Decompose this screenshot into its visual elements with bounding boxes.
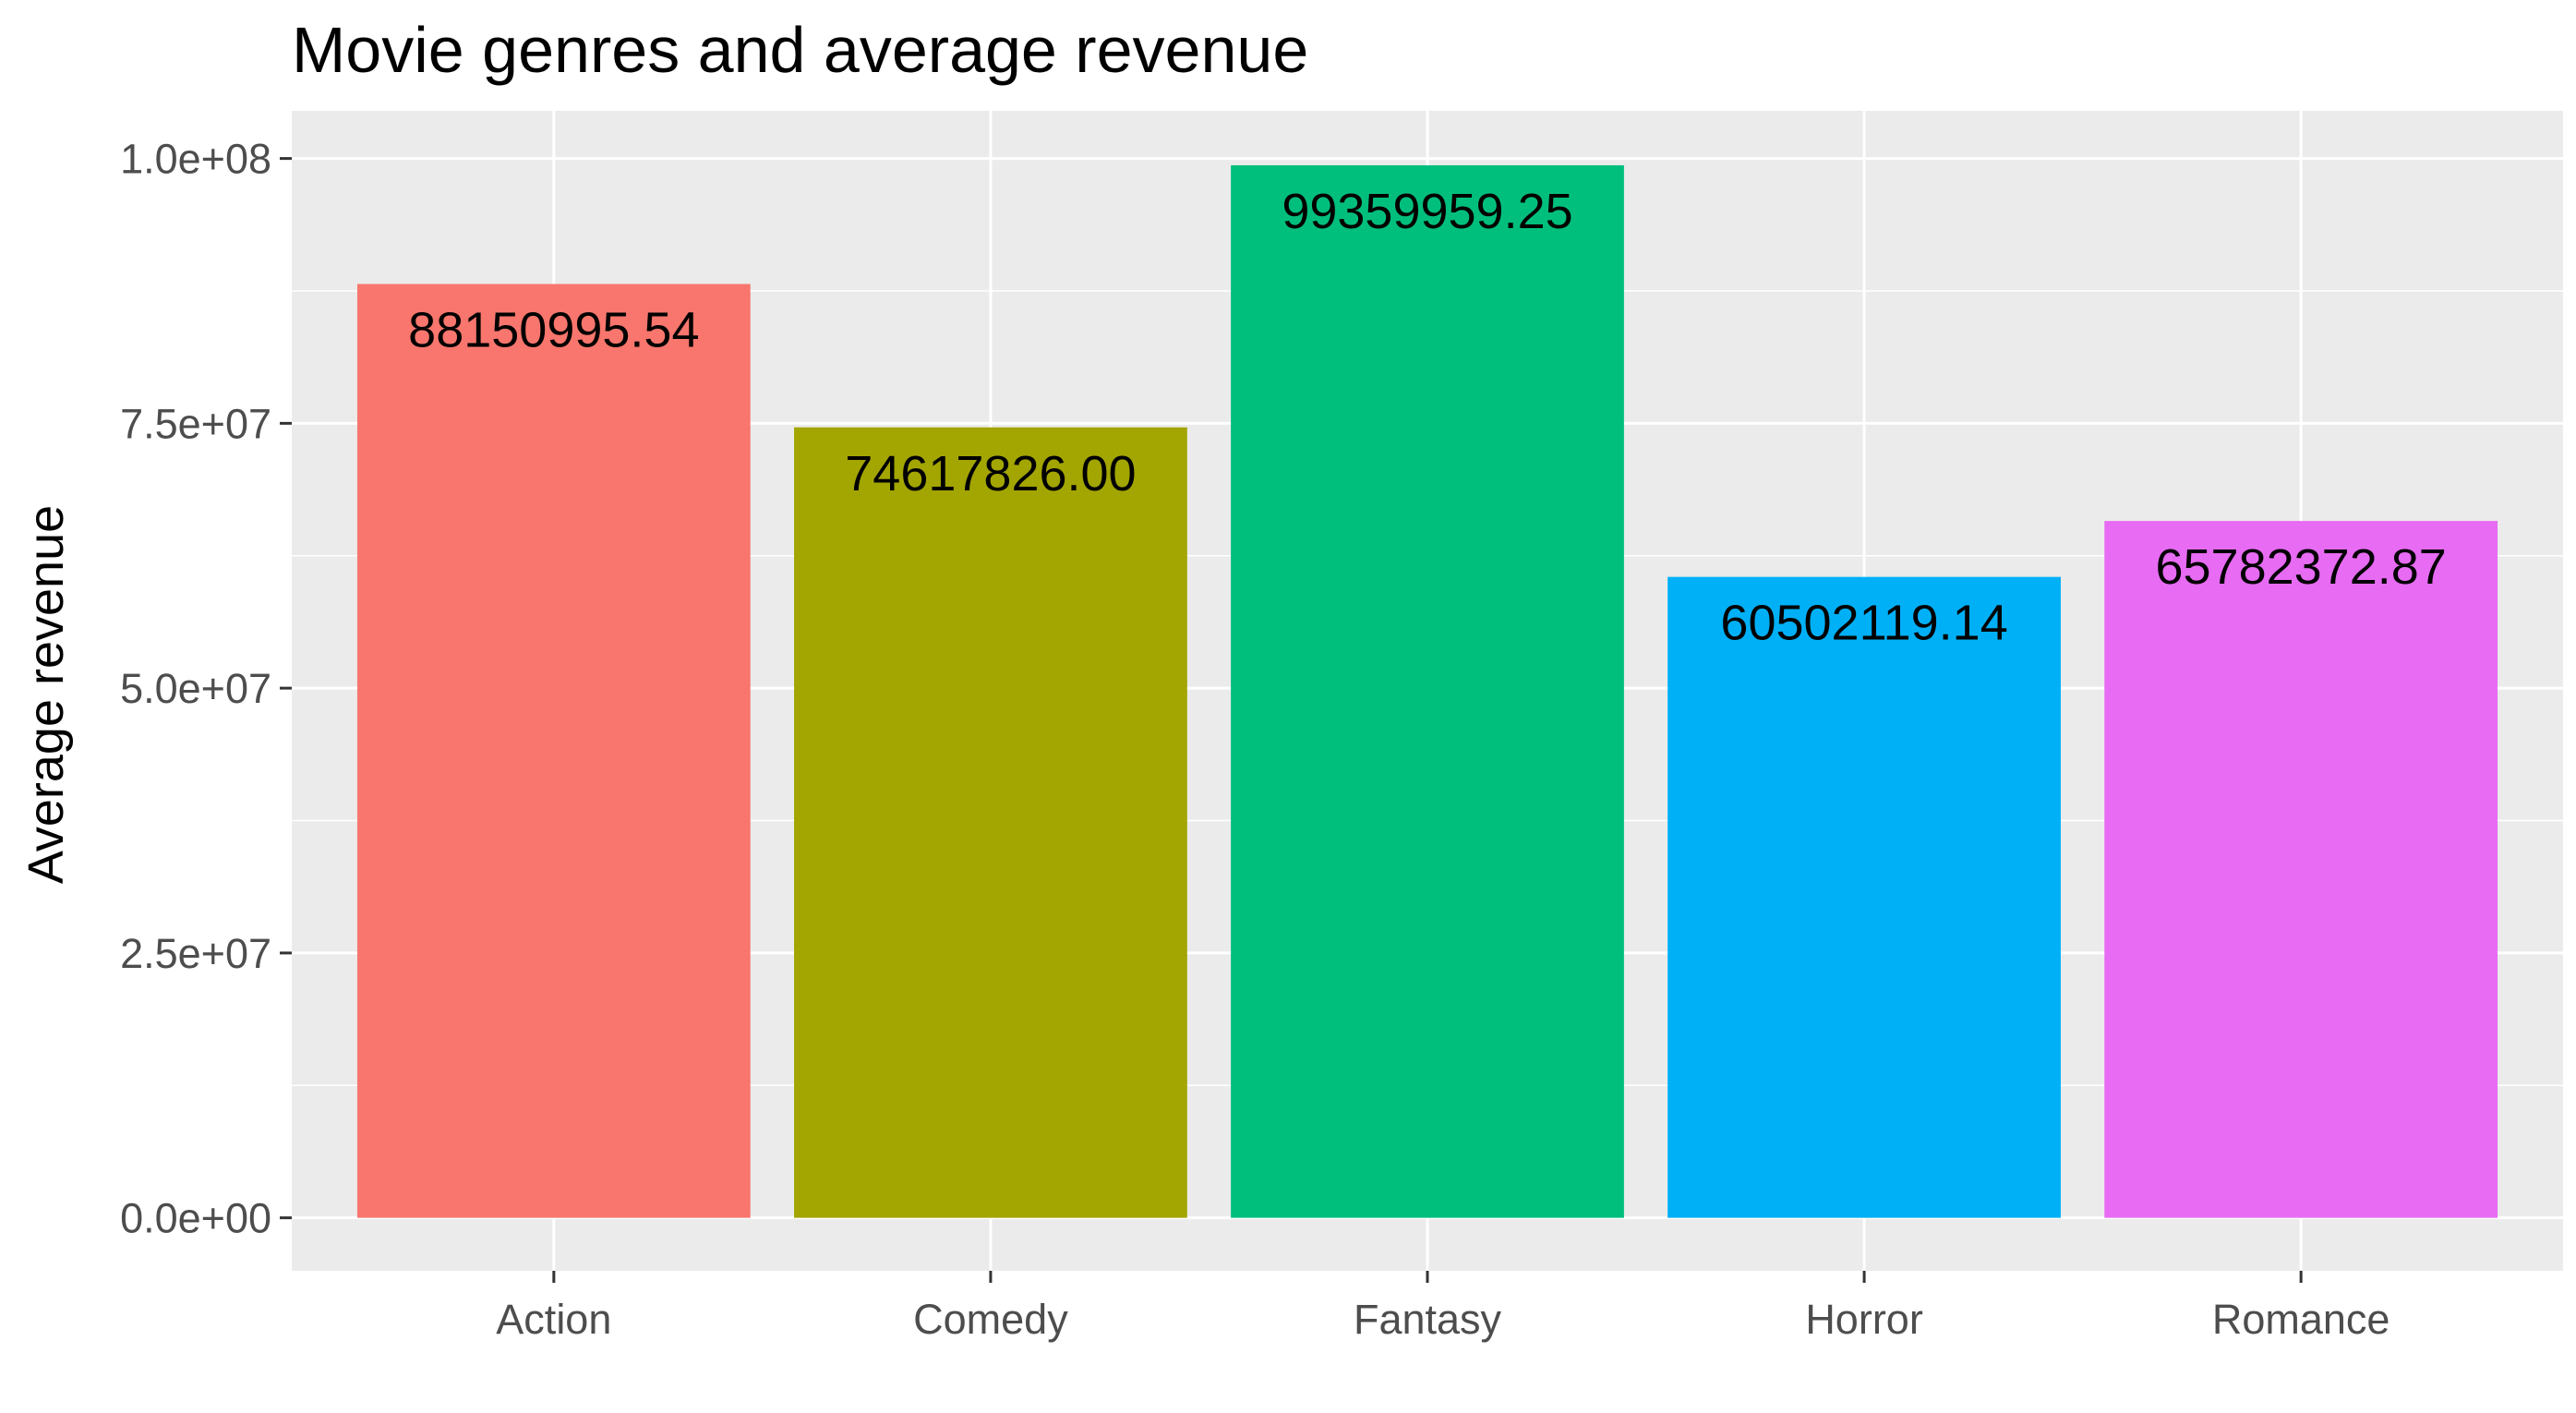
y-tick-label: 5.0e+07 [120, 665, 271, 712]
x-axis: Action Comedy Fantasy Horror Romance [496, 1271, 2389, 1343]
bar-comedy [794, 427, 1187, 1218]
x-tick-label-fantasy: Fantasy [1354, 1296, 1502, 1343]
data-labels-group: 88150995.54 74617826.00 99359959.25 6050211… [408, 184, 2447, 651]
y-axis: 0.0e+00 2.5e+07 5.0e+07 7.5e+07 1.0e+08 [120, 136, 292, 1242]
x-tick-label-romance: Romance [2212, 1296, 2390, 1343]
chart-title: Movie genres and average revenue [292, 14, 1308, 86]
y-axis-title: Average revenue [18, 505, 74, 884]
bar-horror [1667, 576, 2061, 1218]
bar-action [356, 284, 751, 1218]
data-label-comedy: 74617826.00 [845, 446, 1136, 501]
y-tick-label: 0.0e+00 [120, 1195, 271, 1242]
x-tick-label-action: Action [496, 1296, 611, 1343]
data-label-action: 88150995.54 [408, 303, 699, 358]
y-tick-label: 2.5e+07 [120, 930, 271, 977]
bar-romance [2104, 521, 2498, 1218]
bars-group [356, 164, 2498, 1218]
y-tick-label: 7.5e+07 [120, 400, 271, 447]
data-label-horror: 60502119.14 [1720, 596, 2007, 651]
y-tick-label: 1.0e+08 [120, 136, 271, 183]
bar-fantasy [1231, 164, 1624, 1218]
x-tick-label-comedy: Comedy [913, 1296, 1068, 1343]
x-tick-label-horror: Horror [1805, 1296, 1923, 1343]
data-label-fantasy: 99359959.25 [1282, 184, 1572, 239]
data-label-romance: 65782372.87 [2155, 539, 2446, 595]
